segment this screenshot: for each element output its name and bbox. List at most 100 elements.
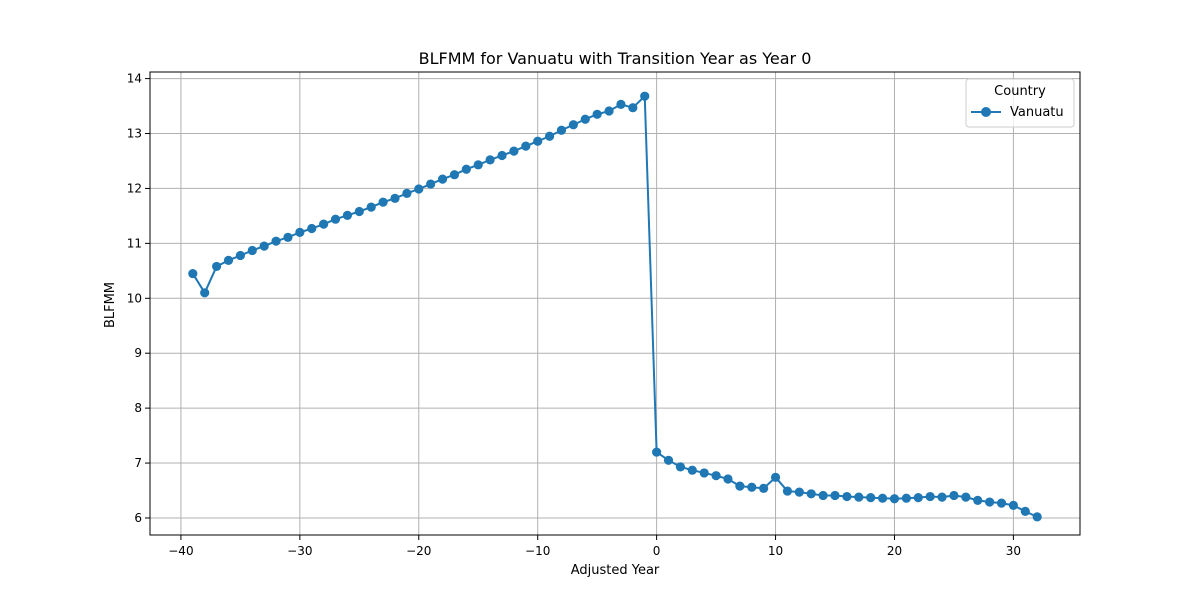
data-point xyxy=(509,146,519,156)
data-point xyxy=(295,227,305,237)
data-point xyxy=(854,492,864,502)
plot-frame xyxy=(149,71,1081,536)
data-point xyxy=(544,131,555,141)
data-point xyxy=(366,202,376,212)
data-point xyxy=(580,114,590,124)
data-point xyxy=(449,170,460,180)
legend-box xyxy=(965,78,1075,128)
x-tick-label: −20 xyxy=(406,544,431,558)
data-point xyxy=(390,193,400,203)
data-point xyxy=(497,150,507,161)
axes: −40 −30 −20 −10 0 10 20 30 6 7 8 9 10 11 12 13 14 xyxy=(127,71,1081,558)
data-point xyxy=(735,481,745,491)
data-point xyxy=(675,462,686,472)
data-point xyxy=(461,164,471,174)
data-point xyxy=(913,493,923,503)
data-point xyxy=(640,91,650,101)
data-point xyxy=(1008,500,1019,510)
y-tick-label: 9 xyxy=(134,346,142,360)
data-point xyxy=(188,268,198,279)
data-point xyxy=(604,106,614,116)
y-tick-label: 13 xyxy=(127,127,142,141)
grid-lines xyxy=(150,72,1080,535)
data-point xyxy=(901,493,911,503)
data-point xyxy=(889,494,900,504)
data-point xyxy=(687,465,697,475)
data-point xyxy=(723,474,733,484)
data-point xyxy=(759,483,769,493)
y-tick-label: 12 xyxy=(127,181,142,195)
data-point xyxy=(925,491,935,502)
chart-title: BLFMM for Vanuatu with Transition Year a… xyxy=(419,49,812,68)
data-point xyxy=(628,103,638,113)
data-point xyxy=(996,498,1007,508)
legend-title: Country xyxy=(994,84,1046,99)
series-layer xyxy=(188,91,1042,522)
data-point xyxy=(592,109,602,119)
data-point xyxy=(211,261,222,272)
data-point xyxy=(247,245,257,256)
data-point xyxy=(200,288,210,298)
data-point xyxy=(330,214,341,224)
data-point xyxy=(806,489,816,499)
data-point xyxy=(378,197,388,207)
data-point xyxy=(961,492,971,502)
data-point xyxy=(770,472,781,482)
data-point xyxy=(818,490,828,501)
data-point xyxy=(473,160,483,170)
y-tick-label: 6 xyxy=(134,511,142,525)
y-tick-label: 14 xyxy=(127,72,142,86)
data-point xyxy=(711,471,721,481)
y-tick-label: 10 xyxy=(127,291,142,305)
data-point xyxy=(747,482,757,492)
data-point xyxy=(319,219,329,229)
legend-entry-vanuatu: Vanuatu xyxy=(1010,105,1064,120)
data-point xyxy=(842,491,852,502)
y-tick-label: 8 xyxy=(134,401,142,415)
data-point xyxy=(402,188,412,198)
x-tick-label: 10 xyxy=(768,544,783,558)
data-point xyxy=(830,490,840,501)
data-point xyxy=(342,210,353,220)
y-axis-label: BLFMM xyxy=(103,282,118,328)
data-point xyxy=(663,455,674,465)
data-point xyxy=(985,497,995,507)
x-tick-label: 30 xyxy=(1006,544,1021,558)
data-point xyxy=(521,141,531,151)
data-point xyxy=(866,493,876,503)
data-point xyxy=(437,174,448,184)
data-point xyxy=(283,232,293,242)
data-point xyxy=(794,487,804,497)
data-point xyxy=(1020,506,1030,516)
data-point xyxy=(414,184,424,194)
data-point xyxy=(426,179,436,189)
data-point xyxy=(877,493,888,503)
data-point xyxy=(354,206,364,217)
data-point xyxy=(937,492,947,502)
legend: Country Vanuatu xyxy=(965,78,1075,128)
legend-marker-swatch xyxy=(981,107,991,117)
data-point xyxy=(973,495,983,505)
x-tick-label: 20 xyxy=(887,544,902,558)
data-point xyxy=(556,125,567,135)
data-point xyxy=(223,255,234,265)
x-tick-label: −40 xyxy=(168,544,193,558)
data-point xyxy=(259,241,269,251)
series-vanuatu xyxy=(188,91,1042,522)
data-point xyxy=(949,490,959,501)
data-point xyxy=(652,447,662,457)
data-point xyxy=(568,120,578,130)
y-tick-label: 7 xyxy=(134,456,142,470)
data-point xyxy=(235,250,245,261)
data-point xyxy=(485,155,495,165)
y-tick-label: 11 xyxy=(127,236,142,250)
data-point xyxy=(271,236,281,246)
x-tick-label: 0 xyxy=(653,544,661,558)
x-tick-label: −30 xyxy=(287,544,312,558)
data-point xyxy=(1032,512,1042,522)
data-point xyxy=(699,468,709,478)
data-point xyxy=(533,136,543,146)
data-point xyxy=(307,223,317,234)
